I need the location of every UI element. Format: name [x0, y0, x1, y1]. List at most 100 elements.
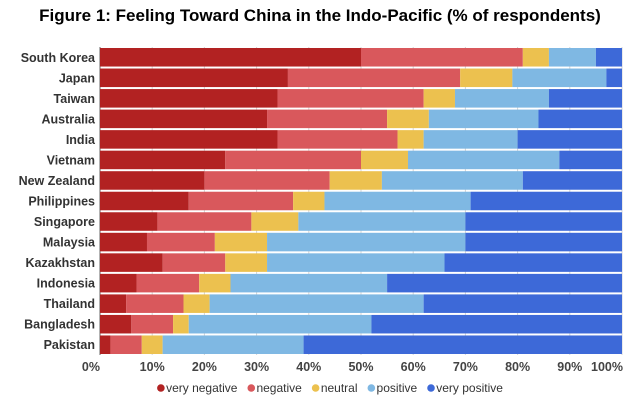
bar-thailand-positive — [209, 294, 424, 313]
bar-south-korea-negative — [361, 48, 523, 67]
bar-malaysia-neutral — [214, 232, 268, 252]
category-label-bangladesh: Bangladesh — [24, 318, 95, 332]
category-label-philippines: Philippines — [28, 195, 95, 209]
legend-label-very-positive: very positive — [436, 381, 503, 395]
x-tick-label: 70% — [453, 360, 478, 374]
bar-south-korea-neutral — [522, 48, 549, 67]
x-tick-label: 10% — [140, 360, 165, 374]
bar-vietnam-very-negative — [100, 150, 226, 170]
bar-singapore-neutral — [251, 212, 299, 231]
bar-kazakhstan-very-positive — [444, 253, 622, 272]
bar-singapore-very-positive — [465, 212, 622, 231]
legend-label-positive: positive — [377, 381, 418, 395]
bar-bangladesh-very-negative — [100, 314, 132, 334]
category-label-taiwan: Taiwan — [54, 92, 95, 106]
bar-india-very-negative — [100, 130, 278, 149]
bar-kazakhstan-very-negative — [100, 253, 163, 272]
category-label-new-zealand: New Zealand — [19, 174, 95, 188]
legend-swatch-very-positive — [427, 384, 435, 392]
x-tick-label: 0% — [82, 360, 100, 374]
category-label-pakistan: Pakistan — [44, 338, 95, 352]
category-label-malaysia: Malaysia — [43, 236, 96, 250]
bar-india-positive — [423, 130, 518, 149]
bar-singapore-positive — [298, 212, 466, 231]
bar-australia-very-positive — [538, 109, 622, 129]
bar-australia-neutral — [387, 109, 429, 129]
bar-kazakhstan-positive — [267, 253, 445, 272]
category-label-india: India — [66, 133, 96, 147]
x-tick-label: 90% — [557, 360, 582, 374]
bar-thailand-very-negative — [100, 294, 127, 313]
bar-indonesia-positive — [230, 273, 388, 293]
bar-pakistan-negative — [110, 335, 142, 354]
legend-swatch-positive — [367, 384, 376, 392]
legend: very negative negative neutral positive very… — [157, 381, 503, 395]
chart-title: Figure 1: Feeling Toward China in the In… — [39, 6, 601, 25]
bar-australia-negative — [267, 109, 388, 129]
bar-japan-positive — [512, 68, 607, 88]
bars — [100, 48, 622, 354]
bar-taiwan-positive — [454, 89, 549, 108]
bar-philippines-negative — [188, 191, 294, 211]
bar-thailand-negative — [126, 294, 184, 313]
bar-indonesia-very-positive — [387, 273, 622, 293]
bar-south-korea-very-negative — [100, 48, 361, 67]
bar-philippines-very-positive — [470, 191, 622, 211]
bar-india-neutral — [397, 130, 424, 149]
bar-pakistan-very-negative — [100, 335, 111, 354]
bar-malaysia-very-negative — [100, 232, 147, 252]
bar-south-korea-very-positive — [595, 48, 622, 67]
bar-indonesia-neutral — [199, 273, 231, 293]
bar-bangladesh-positive — [188, 314, 372, 334]
bar-indonesia-very-negative — [100, 273, 137, 293]
category-label-japan: Japan — [59, 71, 95, 85]
legend-label-very-negative: very negative — [166, 381, 238, 395]
x-tick-label: 100% — [591, 360, 623, 374]
bar-bangladesh-negative — [131, 314, 174, 334]
bar-new-zealand-very-positive — [522, 171, 622, 190]
bar-new-zealand-negative — [204, 171, 330, 190]
x-tick-label: 80% — [505, 360, 530, 374]
bar-bangladesh-neutral — [173, 314, 189, 334]
bar-thailand-neutral — [183, 294, 210, 313]
bar-vietnam-negative — [225, 150, 361, 170]
bar-japan-negative — [287, 68, 461, 88]
x-tick-label: 30% — [244, 360, 269, 374]
bar-india-very-positive — [517, 130, 622, 149]
bar-taiwan-very-positive — [548, 89, 622, 108]
category-label-kazakhstan: Kazakhstan — [26, 256, 95, 270]
bar-kazakhstan-neutral — [225, 253, 268, 272]
bar-indonesia-negative — [136, 273, 200, 293]
bar-vietnam-very-positive — [559, 150, 622, 170]
bar-australia-very-negative — [100, 109, 268, 129]
bar-pakistan-neutral — [141, 335, 163, 354]
x-tick-labels: 0% 10% 20% 30% 40% 50% 60% 70% 80% 90% 100% — [82, 360, 623, 374]
bar-vietnam-positive — [407, 150, 560, 170]
bar-taiwan-negative — [277, 89, 424, 108]
bar-india-negative — [277, 130, 398, 149]
bar-thailand-very-positive — [423, 294, 622, 313]
bar-japan-neutral — [460, 68, 513, 88]
category-label-singapore: Singapore — [34, 215, 95, 229]
legend-label-neutral: neutral — [321, 381, 358, 395]
legend-label-negative: negative — [256, 381, 302, 395]
bar-philippines-very-negative — [100, 191, 189, 211]
x-tick-label: 50% — [348, 360, 373, 374]
category-label-australia: Australia — [42, 112, 97, 126]
bar-new-zealand-positive — [381, 171, 523, 190]
bar-singapore-very-negative — [100, 212, 158, 231]
x-tick-label: 20% — [192, 360, 217, 374]
bar-bangladesh-very-positive — [371, 314, 622, 334]
bar-kazakhstan-negative — [162, 253, 226, 272]
bar-singapore-negative — [157, 212, 252, 231]
bar-vietnam-neutral — [361, 150, 408, 170]
legend-swatch-negative — [247, 384, 256, 392]
bar-malaysia-very-positive — [465, 232, 622, 252]
category-label-indonesia: Indonesia — [37, 277, 96, 291]
bar-pakistan-positive — [162, 335, 304, 354]
bar-taiwan-neutral — [423, 89, 455, 108]
legend-swatch-neutral — [311, 384, 320, 392]
bar-south-korea-positive — [548, 48, 596, 67]
